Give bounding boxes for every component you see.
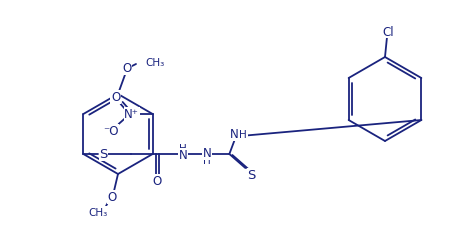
- Text: S: S: [247, 169, 256, 182]
- Text: N⁺: N⁺: [124, 108, 139, 121]
- Text: N: N: [230, 128, 239, 141]
- Text: N: N: [179, 149, 188, 162]
- Text: O: O: [107, 191, 117, 204]
- Text: ⁻O: ⁻O: [103, 125, 119, 138]
- Text: CH₃: CH₃: [145, 58, 164, 68]
- Text: CH₃: CH₃: [88, 207, 107, 217]
- Text: O: O: [153, 175, 162, 188]
- Text: S: S: [99, 148, 107, 161]
- Text: Cl: Cl: [382, 26, 394, 38]
- Text: O: O: [122, 62, 132, 75]
- Text: H: H: [239, 130, 247, 140]
- Text: O: O: [111, 91, 120, 104]
- Text: H: H: [179, 144, 187, 154]
- Text: H: H: [204, 156, 211, 165]
- Text: N: N: [203, 147, 212, 160]
